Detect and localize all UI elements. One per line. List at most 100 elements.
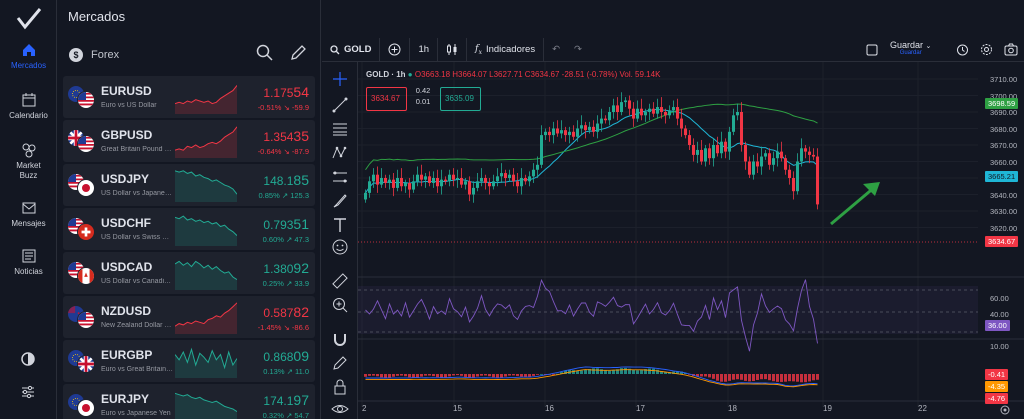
- candle: [492, 174, 495, 190]
- price-axis-label: 3710.00: [990, 75, 1018, 84]
- nav-noticias[interactable]: Noticias: [0, 248, 57, 276]
- macd-bar: [392, 374, 395, 377]
- candle: [380, 168, 383, 188]
- macd-bar: [368, 374, 371, 376]
- compare-button[interactable]: [380, 37, 411, 62]
- candle: [688, 130, 691, 150]
- undo-icon[interactable]: ↶: [552, 44, 561, 55]
- chart-type-button[interactable]: [438, 37, 468, 62]
- zoom-in-icon[interactable]: [331, 296, 349, 314]
- candle: [384, 174, 387, 188]
- price-pips: 35: [293, 128, 309, 144]
- nav-market-buzz[interactable]: Market Buzz: [0, 142, 57, 181]
- edit-pencil-icon[interactable]: [289, 44, 307, 62]
- nav-mensajes[interactable]: Mensajes: [0, 200, 57, 228]
- pencil-lock-icon[interactable]: [331, 354, 349, 372]
- brush-icon[interactable]: [331, 192, 349, 210]
- candle: [516, 173, 519, 193]
- macd-bar: [600, 369, 603, 374]
- market-row-eurjpy[interactable]: EURJPY Euro vs Japanese Yen 174.197 0.32…: [63, 384, 315, 419]
- market-row-gbpusd[interactable]: GBPUSD Great Britain Pound vs US Dollar …: [63, 120, 315, 162]
- candle: [764, 149, 767, 160]
- candle: [652, 102, 655, 117]
- candle: [736, 103, 739, 121]
- theme-toggle-icon[interactable]: [20, 351, 36, 367]
- macd-bar: [740, 374, 743, 380]
- price-chart[interactable]: [358, 62, 1024, 419]
- market-row-usdcad[interactable]: USDCAD US Dollar vs Canadian Dollar 1.38…: [63, 252, 315, 294]
- market-row-usdchf[interactable]: USDCHF US Dollar vs Swiss Franc 0.79351 …: [63, 208, 315, 250]
- candle: [524, 174, 527, 185]
- category-label: Forex: [91, 49, 120, 61]
- fib-lines-icon[interactable]: [331, 120, 349, 138]
- candle: [468, 176, 471, 202]
- emoji-icon[interactable]: [331, 238, 349, 256]
- currency-flags: [67, 217, 97, 241]
- magnet-icon[interactable]: [331, 330, 349, 348]
- spread-bottom: 0.01: [415, 97, 431, 106]
- dollar-icon: $: [69, 48, 83, 62]
- chevron-down-icon[interactable]: ⌄: [925, 43, 932, 50]
- lock-icon[interactable]: [331, 378, 349, 396]
- redo-icon[interactable]: ↷: [574, 44, 583, 55]
- macd-bar: [720, 374, 723, 382]
- ruler-icon[interactable]: [331, 272, 349, 290]
- sparkline: [175, 347, 237, 378]
- chart-legend: GOLD · 1h ● O3663.18 H3664.07 L3627.71 C…: [366, 70, 660, 79]
- gear-icon[interactable]: [980, 43, 993, 56]
- time-axis-label: 16: [545, 404, 554, 413]
- symbol-search[interactable]: GOLD: [322, 37, 381, 62]
- macd-bar: [396, 374, 399, 376]
- macd-bar: [772, 374, 775, 382]
- price-pips: 82: [293, 304, 309, 320]
- interval-button[interactable]: 1h: [410, 37, 439, 62]
- sell-button[interactable]: 3634.67: [366, 87, 407, 111]
- pattern-icon[interactable]: [331, 144, 349, 162]
- market-row-nzdusd[interactable]: NZDUSD New Zealand Dollar vs US Dollar 0…: [63, 296, 315, 338]
- price-value: 148.185: [263, 172, 309, 188]
- price-pips: 97: [293, 392, 309, 408]
- price-main: 1.354: [263, 130, 294, 144]
- sparkline: [175, 392, 237, 419]
- price-axis-label: 3660.00: [990, 157, 1018, 167]
- eye-icon[interactable]: [331, 400, 349, 418]
- trend-line-icon[interactable]: [331, 96, 349, 114]
- camera-icon[interactable]: [1004, 43, 1018, 56]
- rsi-tag: 36.00: [985, 320, 1010, 331]
- crosshair-icon[interactable]: [331, 70, 349, 88]
- candle: [616, 97, 619, 121]
- price-value: 174.197: [263, 392, 309, 408]
- candle: [496, 168, 499, 187]
- category-selector[interactable]: $ Forex: [69, 48, 119, 62]
- indicators-button[interactable]: fx Indicadores: [467, 37, 545, 62]
- macd-bar: [624, 367, 627, 374]
- flag-usd-icon: [77, 135, 95, 153]
- macd-bar: [800, 374, 803, 383]
- symbol-name: GBPUSD: [101, 128, 153, 142]
- alert-clock-icon[interactable]: [956, 43, 969, 56]
- macd-bar: [456, 374, 459, 376]
- macd-bar: [488, 374, 491, 377]
- market-row-usdjpy[interactable]: USDJPY US Dollar vs Japanese Yen 148.185…: [63, 164, 315, 206]
- nav-calendario[interactable]: Calendario: [0, 92, 57, 120]
- text-tool-icon[interactable]: [331, 216, 349, 234]
- buy-button[interactable]: 3635.09: [440, 87, 481, 111]
- market-row-eurgbp[interactable]: EURGBP Euro vs Great Britain Pound 0.868…: [63, 340, 315, 382]
- candle: [484, 174, 487, 190]
- macd-line: [365, 366, 818, 387]
- forecast-icon[interactable]: [331, 168, 349, 186]
- layout-square-icon[interactable]: [866, 44, 878, 56]
- macd-bar: [748, 374, 751, 382]
- candle: [504, 169, 507, 187]
- search-icon: [330, 44, 340, 54]
- nav-mercados[interactable]: Mercados: [0, 42, 57, 70]
- settings-sliders-icon[interactable]: [20, 384, 36, 400]
- save-button[interactable]: Guardar ⌄ Guardar: [890, 40, 931, 56]
- market-row-eurusd[interactable]: EURUSD Euro vs US Dollar 1.17554 -0.51% …: [63, 76, 315, 118]
- macd-bar: [452, 374, 455, 376]
- price-value: 1.17554: [263, 84, 309, 100]
- macd-bar: [652, 368, 655, 374]
- trend-arrow[interactable]: [830, 184, 877, 226]
- search-icon[interactable]: [256, 44, 274, 62]
- axis-settings-icon[interactable]: [999, 404, 1011, 416]
